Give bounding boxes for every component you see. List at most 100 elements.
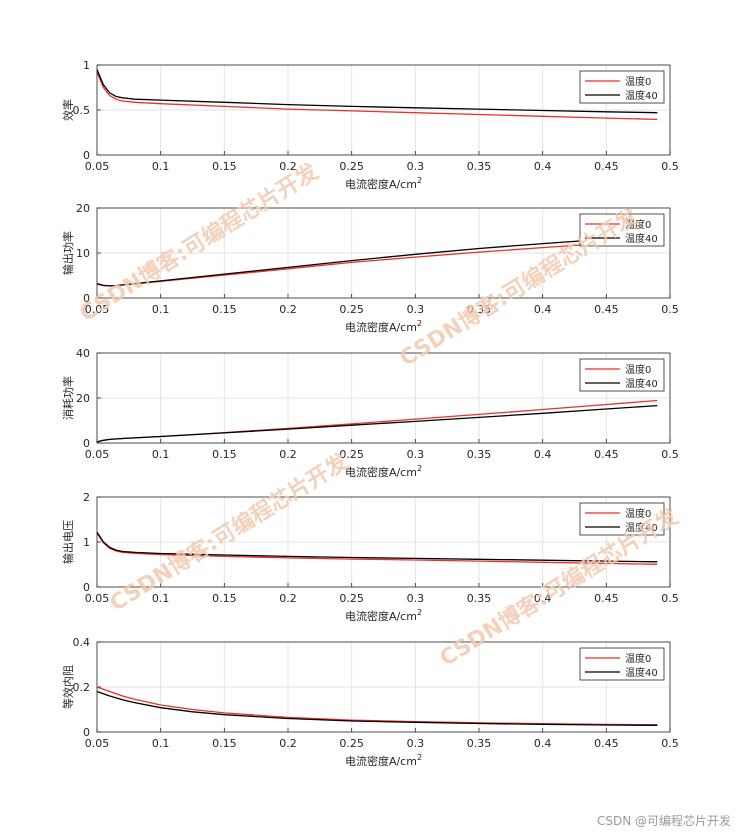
x-tick-label: 0.35 [467, 160, 492, 173]
x-tick-label: 0.4 [534, 737, 552, 750]
y-axis-label: 效率 [61, 99, 75, 121]
x-tick-label: 0.5 [661, 160, 679, 173]
y-tick-label: 0.4 [73, 636, 91, 649]
x-tick-label: 0.5 [661, 737, 679, 750]
series-line-temp40 [96, 690, 658, 726]
series-line-temp40 [96, 235, 658, 287]
axes-box [96, 207, 671, 299]
x-tick-label: 0.05 [85, 592, 110, 605]
legend-label-temp40: 温度40 [625, 232, 658, 245]
x-tick-label: 0.2 [279, 737, 297, 750]
legend-box [579, 213, 665, 247]
x-tick-label: 0.25 [339, 448, 364, 461]
x-tick-label: 0.45 [594, 737, 619, 750]
x-tick-label: 0.4 [534, 448, 552, 461]
legend-label-temp0: 温度0 [625, 363, 651, 376]
axes-box [96, 496, 671, 588]
x-tick-label: 0.2 [279, 448, 297, 461]
legend-label-temp40: 温度40 [625, 666, 658, 679]
x-tick-label: 0.05 [85, 737, 110, 750]
axes-box [96, 64, 671, 156]
x-tick-label: 0.45 [594, 303, 619, 316]
legend-label-temp0: 温度0 [625, 507, 651, 520]
x-tick-label: 0.35 [467, 303, 492, 316]
series-line-temp0 [96, 532, 658, 565]
y-tick-label: 2 [83, 491, 90, 504]
x-tick-label: 0.4 [534, 160, 552, 173]
y-tick-label: 40 [76, 347, 90, 360]
x-tick-label: 0.25 [339, 592, 364, 605]
y-tick-label: 0.5 [73, 104, 91, 117]
series-line-temp0 [96, 686, 658, 726]
subplot-1: 0.05 0.1 0.15 0.2 0.25 0.3 0.35 0.4 0.45 0.5 0 0.5 1… [61, 59, 679, 191]
x-tick-label: 0.1 [152, 592, 170, 605]
y-tick-label: 0 [83, 581, 90, 594]
x-tick-label: 0.05 [85, 448, 110, 461]
x-tick-label: 0.25 [339, 160, 364, 173]
x-tick-label: 0.45 [594, 448, 619, 461]
legend-label-temp40: 温度40 [625, 377, 658, 390]
x-tick-label: 0.4 [534, 303, 552, 316]
legend-label-temp40: 温度40 [625, 89, 658, 102]
y-tick-label: 1 [83, 536, 90, 549]
y-tick-label: 0 [83, 437, 90, 450]
subplot-2: 0.05 0.1 0.15 0.2 0.25 0.3 0.35 0.4 0.45 0.5 0 10 20… [61, 202, 679, 334]
x-tick-label: 0.15 [212, 737, 237, 750]
x-tick-label: 0.1 [152, 448, 170, 461]
legend-box [579, 647, 665, 681]
y-tick-label: 0.2 [73, 681, 91, 694]
x-tick-label: 0.05 [85, 303, 110, 316]
x-tick-label: 0.15 [212, 592, 237, 605]
x-tick-label: 0.05 [85, 160, 110, 173]
axes-box [96, 352, 671, 444]
x-axis-label: 电流密度A/cm2 [345, 319, 422, 334]
x-tick-label: 0.2 [279, 303, 297, 316]
series-line-temp40 [96, 69, 658, 114]
x-tick-label: 0.35 [467, 737, 492, 750]
x-tick-label: 0.35 [467, 448, 492, 461]
x-tick-label: 0.3 [407, 737, 425, 750]
legend-label-temp40: 温度40 [625, 521, 658, 534]
x-tick-label: 0.1 [152, 303, 170, 316]
subplot-5: 0.05 0.1 0.15 0.2 0.25 0.3 0.35 0.4 0.45 0.5 0 0.2 0… [61, 636, 679, 768]
legend-box [579, 502, 665, 536]
y-axis-label: 等效内阻 [61, 665, 75, 709]
legend-box [579, 70, 665, 104]
x-tick-label: 0.35 [467, 592, 492, 605]
y-tick-label: 0 [83, 726, 90, 739]
series-line-temp0 [96, 71, 658, 121]
x-tick-label: 0.3 [407, 303, 425, 316]
x-tick-label: 0.45 [594, 160, 619, 173]
x-tick-label: 0.5 [661, 303, 679, 316]
y-axis-label: 输出电压 [61, 520, 75, 564]
subplot-3: 0.05 0.1 0.15 0.2 0.25 0.3 0.35 0.4 0.45 0.5 0 20 40… [61, 347, 679, 479]
axes-box [96, 641, 671, 733]
x-tick-label: 0.2 [279, 160, 297, 173]
y-tick-label: 0 [83, 149, 90, 162]
y-tick-label: 20 [76, 392, 90, 405]
x-tick-label: 0.25 [339, 303, 364, 316]
x-tick-label: 0.15 [212, 303, 237, 316]
x-tick-label: 0.15 [212, 160, 237, 173]
x-tick-label: 0.3 [407, 160, 425, 173]
y-tick-label: 1 [83, 59, 90, 72]
y-tick-label: 0 [83, 292, 90, 305]
x-tick-label: 0.4 [534, 592, 552, 605]
x-tick-label: 0.1 [152, 737, 170, 750]
x-tick-label: 0.3 [407, 592, 425, 605]
x-tick-label: 0.5 [661, 592, 679, 605]
x-tick-label: 0.2 [279, 592, 297, 605]
y-axis-label: 输出功率 [61, 231, 75, 275]
series-line-temp40 [96, 404, 658, 443]
y-tick-label: 20 [76, 202, 90, 215]
legend-box [579, 358, 665, 392]
source-credit: CSDN @可编程芯片开发 [596, 814, 731, 828]
legend-label-temp0: 温度0 [625, 652, 651, 665]
subplot-4: 0.05 0.1 0.15 0.2 0.25 0.3 0.35 0.4 0.45 0.5 0 1 2 电流… [61, 491, 679, 623]
legend-label-temp0: 温度0 [625, 75, 651, 88]
